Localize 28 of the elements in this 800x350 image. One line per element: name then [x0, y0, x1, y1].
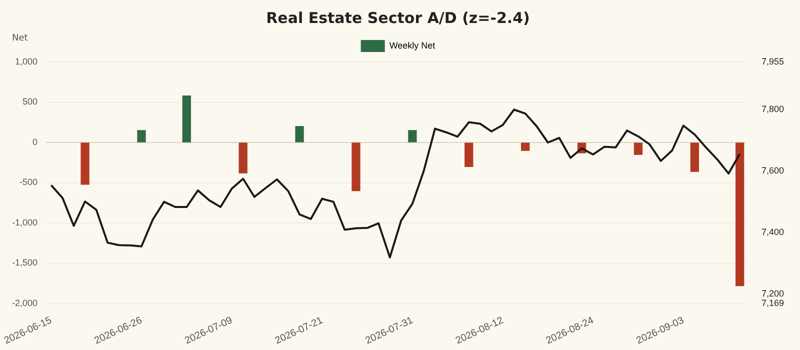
- y2-tick-label: 7,200: [761, 288, 784, 298]
- y2-tick-label: 7,169: [761, 298, 784, 308]
- y2-tick-label: 7,955: [761, 56, 784, 66]
- bar: [80, 142, 90, 185]
- y-tick-label: -1,500: [12, 258, 38, 268]
- y2-tick-label: 7,600: [761, 166, 784, 176]
- y-axis-title: Net: [12, 33, 28, 44]
- y-tick-label: -500: [20, 177, 38, 188]
- bar: [238, 142, 248, 174]
- bar: [295, 126, 304, 142]
- y2-tick-label: 7,400: [761, 227, 784, 238]
- y-tick-label: -1,000: [12, 217, 38, 228]
- y-tick-label: -2,000: [12, 298, 38, 308]
- bar: [736, 142, 744, 286]
- bar: [464, 142, 474, 167]
- bar: [137, 130, 146, 142]
- chart-title: Real Estate Sector A/D (z=-2.4): [266, 8, 530, 27]
- bar: [634, 142, 643, 155]
- bar: [408, 130, 417, 142]
- legend-label: Weekly Net: [389, 40, 436, 50]
- bar: [352, 142, 360, 192]
- bar: [690, 142, 700, 172]
- y-tick-label: 500: [22, 96, 38, 107]
- bar: [182, 95, 191, 142]
- bar: [521, 142, 530, 151]
- y2-tick-label: 7,800: [761, 104, 784, 114]
- y-tick-label: 1,000: [14, 56, 38, 66]
- y-tick-label: 0: [32, 136, 38, 147]
